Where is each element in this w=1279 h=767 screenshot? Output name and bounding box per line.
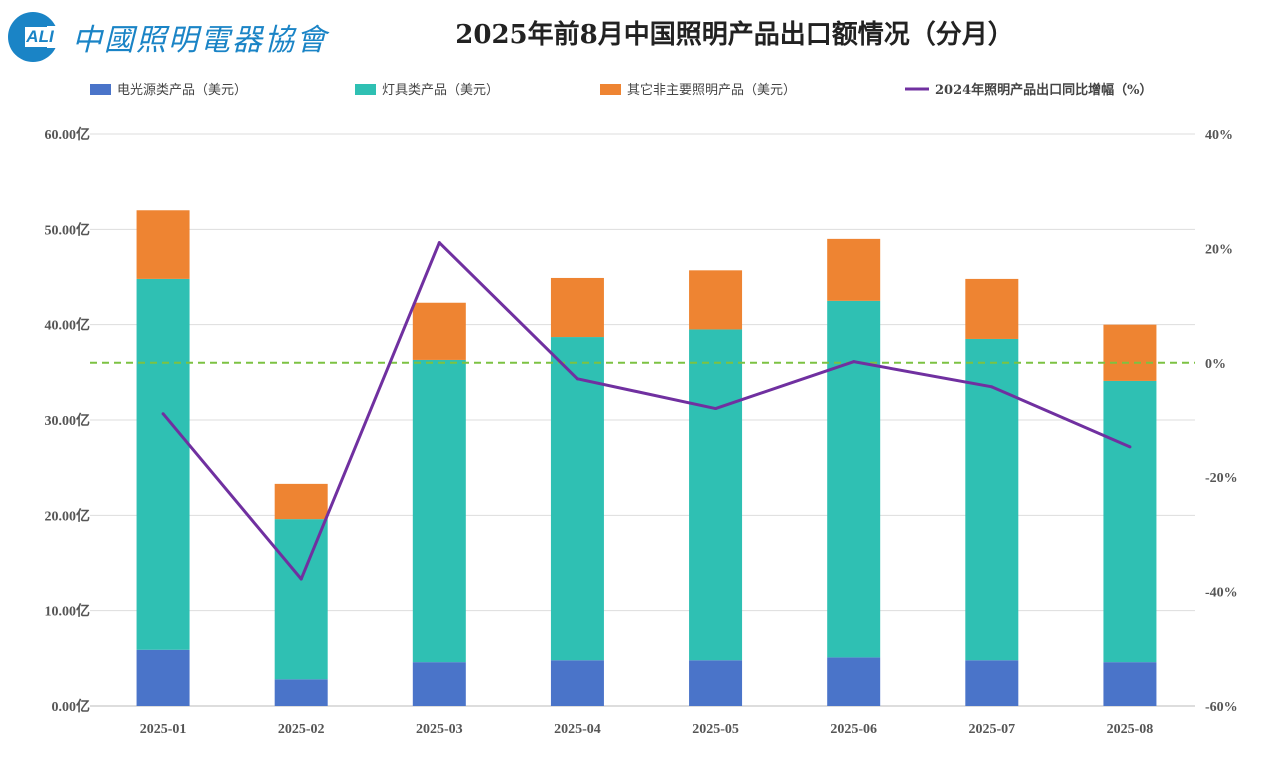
legend-label: 其它非主要照明产品（美元） [627, 82, 796, 98]
bar-segment [274, 679, 328, 706]
yoy-growth-point [990, 385, 994, 389]
legend-label: 2024年照明产品出口同比增幅（%） [935, 82, 1153, 98]
bar-segment [412, 302, 466, 360]
legend-swatch [600, 84, 621, 95]
yoy-growth-point [575, 377, 579, 381]
bar-segment [689, 329, 743, 661]
bar-segment [689, 270, 743, 330]
logo-text: 中國照明電器協會 [72, 23, 328, 58]
yoy-growth-point [161, 412, 165, 416]
y-tick-label: 40.00亿 [45, 317, 91, 334]
yoy-growth-point [299, 577, 303, 581]
bar-segment [827, 300, 881, 658]
y2-tick-label: 0% [1205, 357, 1226, 372]
bar-segment [550, 277, 604, 338]
yoy-growth-point [714, 407, 718, 411]
y-tick-label: 50.00亿 [45, 221, 91, 238]
bar-segment [965, 278, 1019, 339]
bar-segment [274, 519, 328, 680]
yoy-growth-line [161, 241, 1131, 581]
bar-segment [827, 238, 881, 301]
bar-segment [136, 278, 190, 650]
bar-segment [136, 649, 190, 706]
yoy-growth-point [1128, 445, 1132, 449]
bar-segment [965, 338, 1019, 661]
association-logo: ALI 中國照明電器協會 [8, 12, 328, 62]
x-tick-label: 2025-03 [416, 722, 463, 737]
y-tick-label: 60.00亿 [45, 126, 91, 143]
bar-segment [136, 210, 190, 279]
bar-segment [965, 660, 1019, 706]
yoy-growth-point [852, 360, 856, 364]
y-tick-label: 0.00亿 [52, 698, 91, 715]
y2-tick-label: 40% [1205, 128, 1233, 143]
bar-segment [1103, 324, 1157, 381]
legend-swatch [90, 84, 111, 95]
bar-segment [1103, 380, 1157, 663]
legend-label: 灯具类产品（美元） [382, 83, 499, 98]
bar-segment [274, 483, 328, 520]
bar-segment [827, 657, 881, 706]
x-tick-label: 2025-02 [278, 722, 325, 737]
y-tick-label: 10.00亿 [45, 603, 91, 620]
bar-segment [412, 662, 466, 706]
legend-swatch [355, 84, 376, 95]
y-tick-label: 20.00亿 [45, 507, 91, 524]
y2-tick-label: -60% [1205, 700, 1238, 715]
x-tick-label: 2025-04 [554, 722, 601, 737]
x-tick-label: 2025-05 [692, 722, 739, 737]
y2-tick-label: 20% [1205, 242, 1233, 257]
y2-tick-label: -40% [1205, 586, 1238, 601]
legend-label: 电光源类产品（美元） [117, 83, 247, 98]
x-tick-label: 2025-06 [830, 722, 877, 737]
yoy-growth-point [437, 241, 441, 245]
bar-segment [412, 359, 466, 663]
y2-tick-label: -20% [1205, 471, 1238, 486]
bar-segment [1103, 662, 1157, 706]
logo-mark: ALI [8, 12, 61, 62]
bar-segment [550, 660, 604, 706]
x-tick-label: 2025-07 [968, 722, 1015, 737]
y-tick-label: 30.00亿 [45, 412, 91, 429]
bar-segment [689, 660, 743, 706]
x-tick-label: 2025-01 [140, 722, 187, 737]
x-tick-label: 2025-08 [1107, 722, 1154, 737]
bar-segment [550, 337, 604, 661]
chart-title: 2025年前8月中国照明产品出口额情况（分月） [455, 20, 1014, 50]
